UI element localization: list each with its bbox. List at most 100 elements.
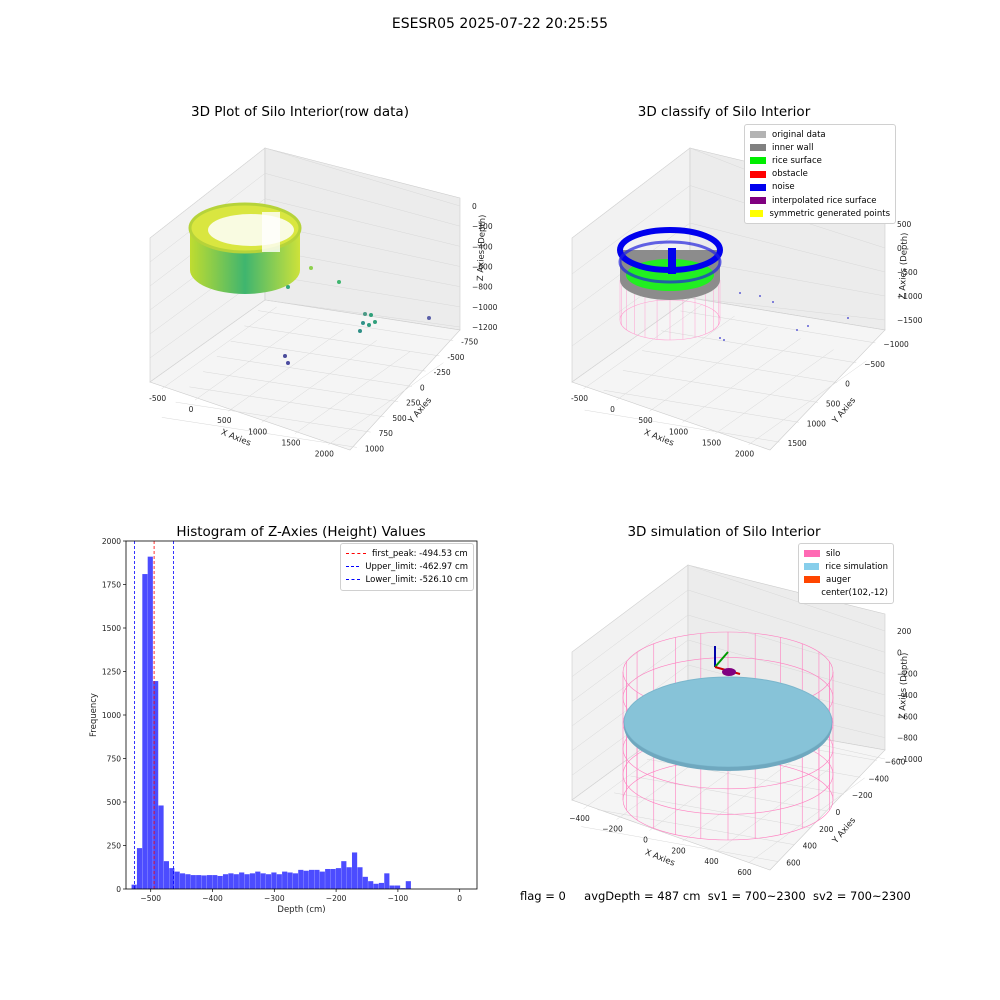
y-axis-label: Y Axies [830,815,858,846]
histogram-bar [405,881,411,889]
histogram-bar [308,869,315,889]
y-tick-label: -500 [447,353,464,362]
z-tick-label: −1200 [472,323,498,332]
histogram-bar [239,872,245,889]
legend-label: symmetric generated points [769,208,890,219]
histogram-bar [169,868,175,889]
legend-item: noise [750,181,890,194]
z-tick-label: 0 [472,202,477,211]
y-tick-label: 0 [845,380,850,389]
classify-noise-point [807,325,809,327]
histogram-frame [125,540,478,890]
x-tick-label: 1500 [281,439,300,448]
x-tick-label: -500 [149,394,166,403]
y-tick-label: 400 [803,842,818,851]
y-tick-label: 250 [406,399,421,408]
raw-scatter-point [361,321,365,325]
histogram-bar [179,873,186,889]
x-tick-label: 400 [704,857,719,866]
histogram-bar [282,871,288,889]
legend-item: auger [804,573,888,586]
histogram-legend-item: Lower_limit: -526.10 cm [346,573,468,586]
y-tick-label: −200 [852,791,873,800]
raw-cylinder-interior [208,214,294,246]
legend-label: Lower_limit: -526.10 cm [365,574,468,585]
z-tick-label: −200 [472,222,493,231]
x-tick-label: −500 [140,894,161,903]
histogram-bar [233,874,239,889]
histogram-bar [368,881,374,889]
classify-noise-point [847,317,849,319]
z-axis-label: Z Axies (Depth) [898,232,910,299]
raw-scatter-point [369,313,373,317]
x-tick-label: 500 [217,416,232,425]
y-tick-label: 0 [420,383,425,392]
simulation-legend: silo rice simulation auger center(102,-12) [798,543,894,604]
flag-text: flag = 0 [520,889,566,903]
y-tick-label: 1000 [807,419,826,428]
legend-swatch [804,550,820,558]
z-tick-label: −800 [472,283,493,292]
raw-gap [262,212,280,252]
status-footer: flag = 0 avgDepth = 487 cm sv1 = 700~230… [520,889,911,903]
y-tick-label: 1500 [788,439,807,448]
legend-line-swatch [346,566,360,568]
histogram-bar [271,872,277,889]
histogram-bar [158,805,164,889]
legend-label: obstacle [772,169,808,180]
classify-panel-title: 3D classify of Silo Interior [637,104,811,120]
classify-noise-point [723,339,725,341]
histogram-bar [265,874,272,889]
histogram-panel-title: Histogram of Z-Axies (Height) Values [176,524,426,540]
histogram-bar [341,861,347,889]
classify-noise-point [796,329,798,331]
histogram-bar [206,875,213,889]
legend-label: first_peak: -494.53 cm [372,548,468,559]
x-tick-label: 0 [189,405,194,414]
y-tick-label: 500 [392,414,407,423]
x-axis-label: Depth (cm) [277,905,325,915]
raw-scatter-point [337,280,341,284]
z-tick-label: 500 [897,220,912,229]
legend-swatch [750,131,766,139]
y-tick-label: 2000 [102,537,121,546]
z-axis-label: Z Axies (Depth) [476,214,488,281]
legend-label: Upper_limit: -462.97 cm [365,561,468,572]
legend-swatch [804,590,815,597]
x-tick-label: 2000 [315,450,334,459]
legend-swatch [750,144,766,152]
classify-obstacle-column [668,248,676,274]
y-tick-label: 0 [116,885,121,894]
z-axis-label: Z Axies (Depth) [898,652,910,719]
y-tick-label: 250 [107,842,122,851]
classify-noise-point [759,295,761,297]
legend-label: rice surface [772,155,822,166]
y-tick-label: 1000 [365,444,384,453]
legend-swatch [750,210,764,218]
x-tick-label: −200 [602,825,623,834]
y-tick-label: 500 [107,798,122,807]
z-tick-label: −1000 [472,303,498,312]
x-tick-label: −200 [326,894,347,903]
z-tick-label: 0 [897,244,902,253]
y-tick-label: 500 [826,399,841,408]
raw-3d-axes [149,147,461,451]
raw-scatter-point [358,329,362,333]
histogram-bar [260,873,266,889]
legend-item: interpolated rice surface [750,194,890,207]
y-tick-label: 1000 [102,711,121,720]
legend-item: rice surface [750,154,890,167]
histogram-bar [222,874,229,889]
y-tick-label: 1750 [102,581,121,590]
x-tick-label: −400 [569,814,590,823]
histogram-bar [174,871,180,889]
legend-swatch [750,197,766,205]
legend-item: inner wall [750,141,890,154]
histogram-bar [131,884,137,889]
histogram-bar [147,556,153,889]
histogram-bar [163,861,169,889]
histogram-bar [212,875,218,889]
histogram-bar [292,873,299,889]
rice-simulation-surface [623,676,833,768]
legend-swatch [804,576,820,584]
